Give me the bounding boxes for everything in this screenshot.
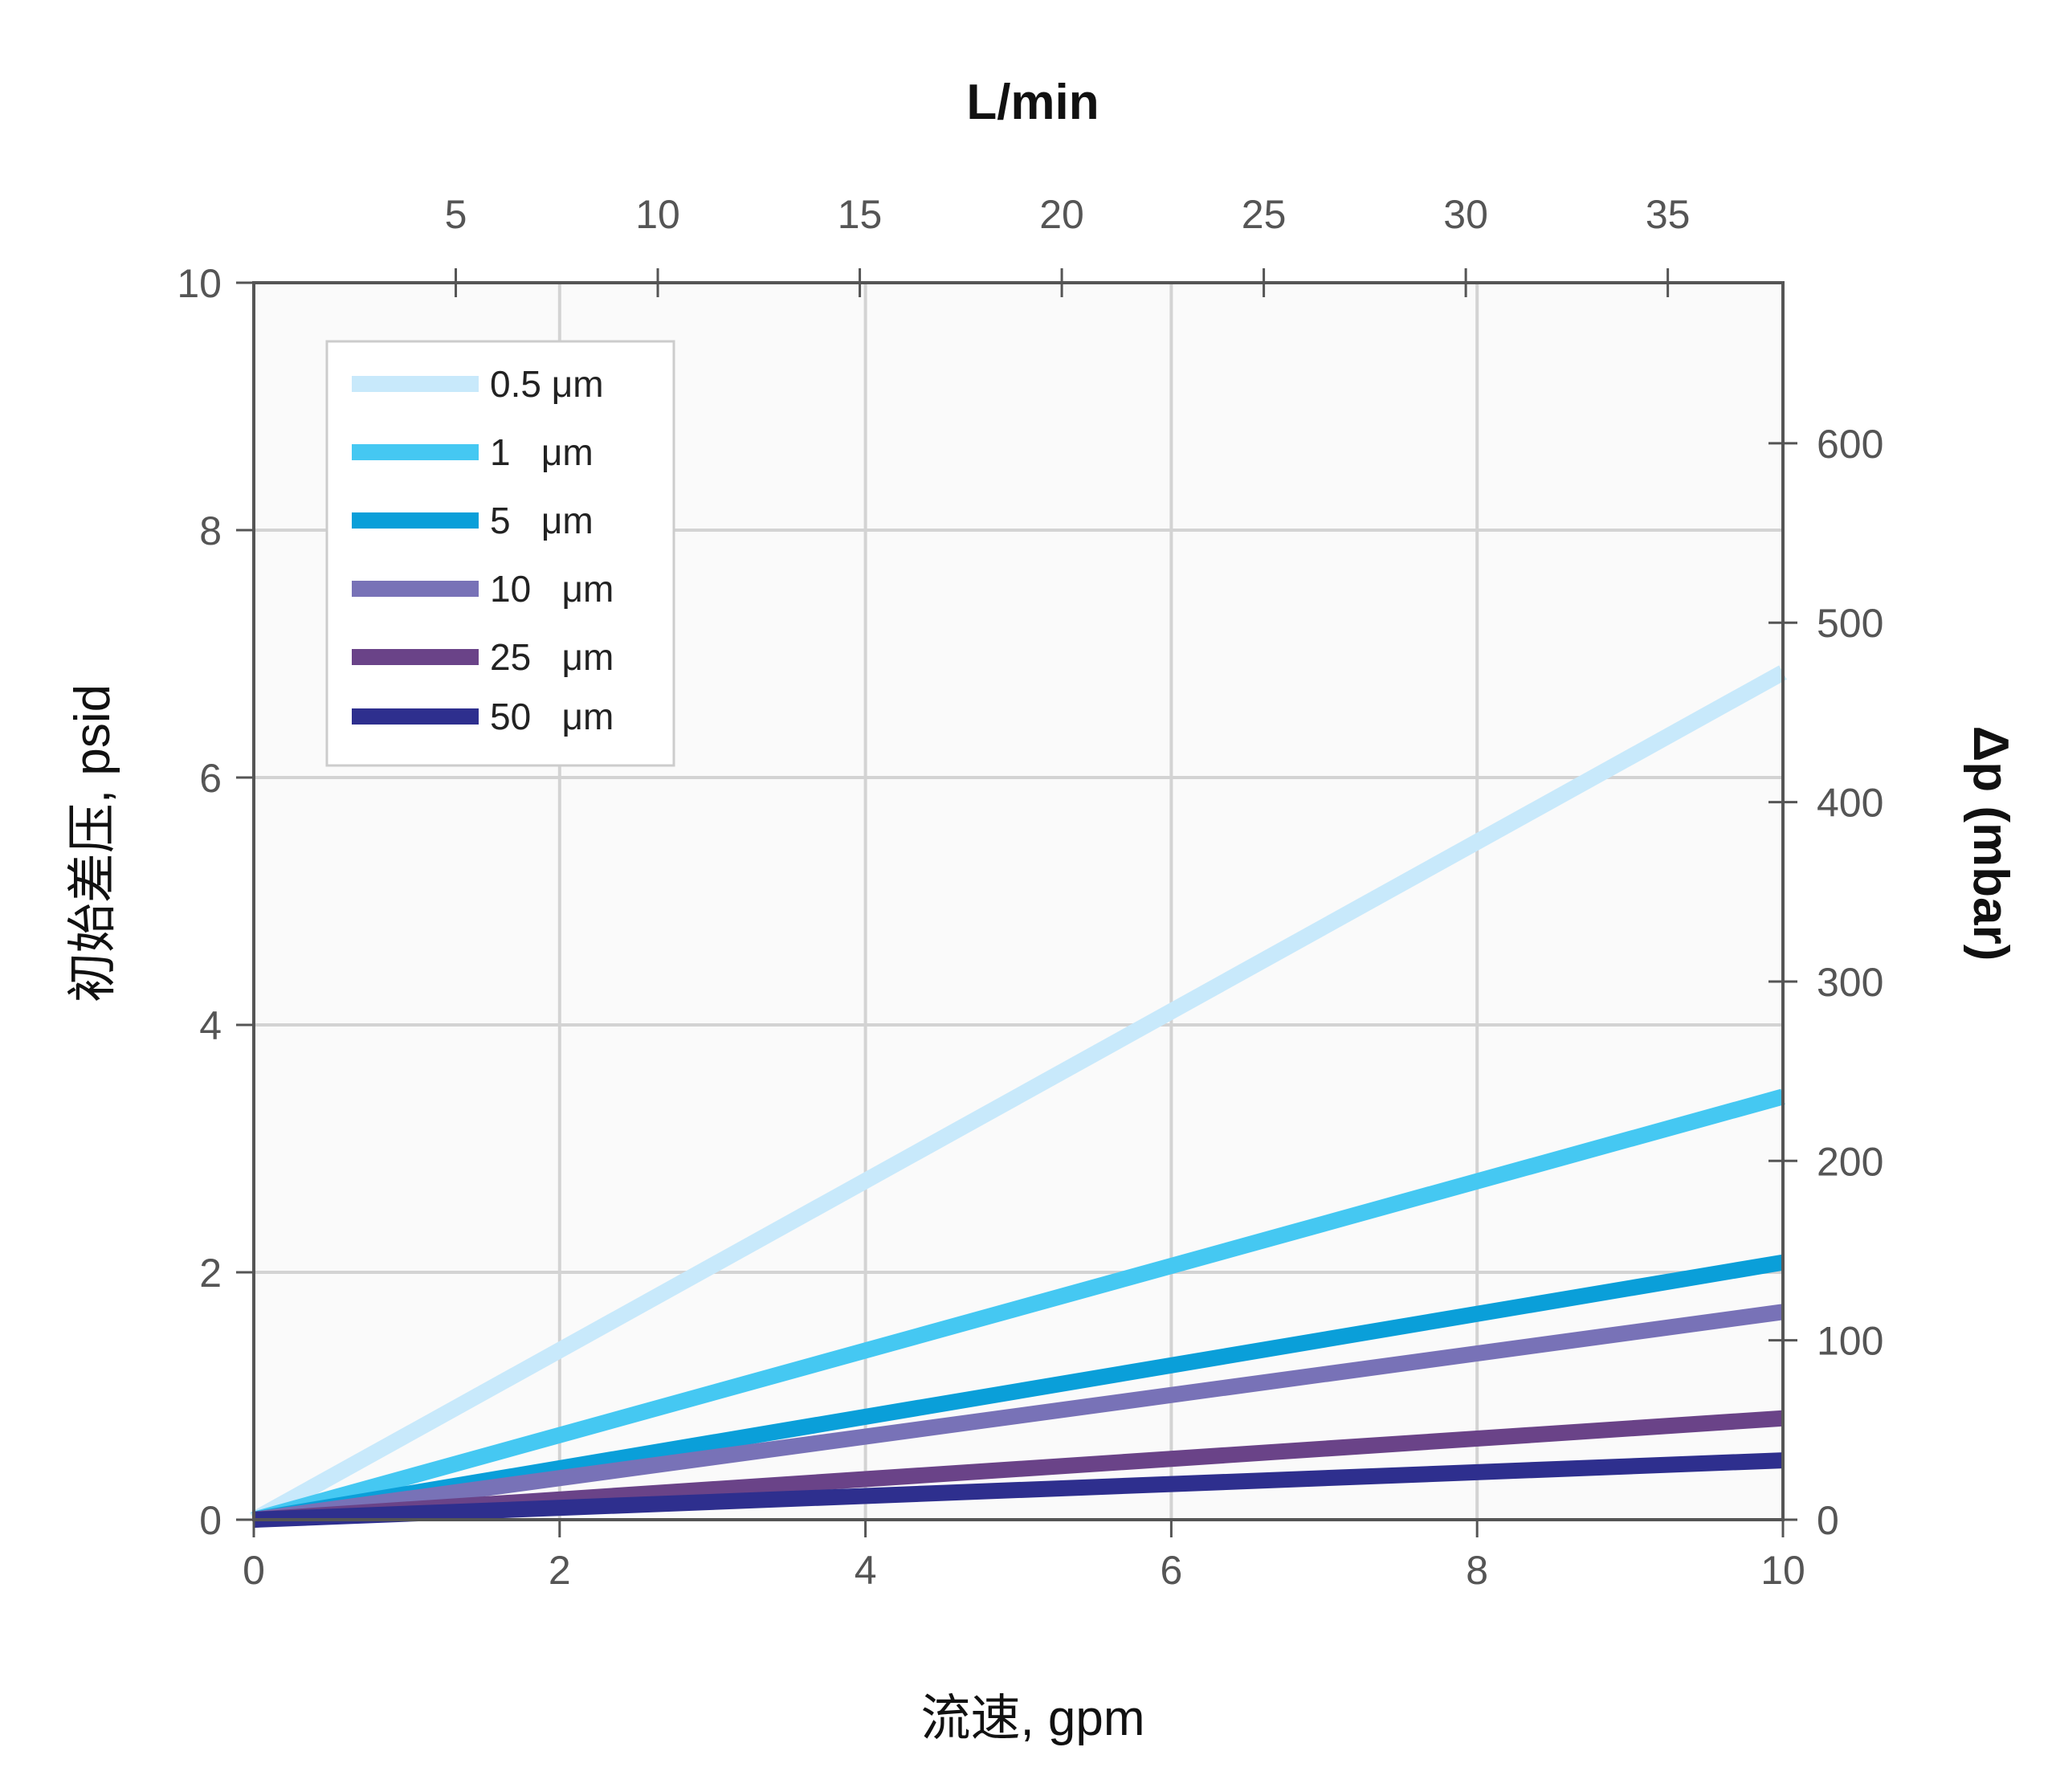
y-tick-label: 10 (177, 261, 222, 306)
legend: 0.5 μm 1 μm 5 μm 10 μm 25 μm 50 μm (325, 340, 675, 767)
right-tick-label: 500 (1817, 601, 1883, 646)
y-tick-label: 8 (199, 508, 222, 553)
top-tick-label: 25 (1242, 192, 1287, 237)
right-tick-label: 300 (1817, 960, 1883, 1005)
legend-label: 50 μm (490, 696, 614, 737)
series-line-3 (252, 1304, 1785, 1528)
top-tick-label: 5 (445, 192, 467, 237)
x-tick-label: 10 (1760, 1548, 1805, 1593)
right-tick-label: 400 (1817, 781, 1883, 826)
y-tick-label: 2 (199, 1251, 222, 1296)
y-tick-label: 0 (199, 1498, 222, 1543)
right-tick-label: 100 (1817, 1319, 1883, 1364)
x-tick-label: 0 (243, 1548, 265, 1593)
series-line-0 (250, 665, 1787, 1527)
series-line-2 (252, 1254, 1785, 1528)
x-tick-label: 6 (1160, 1548, 1182, 1593)
x-tick-label: 4 (855, 1548, 877, 1593)
series-line-1 (251, 1088, 1785, 1528)
legend-label: 25 μm (490, 636, 614, 678)
top-tick-label: 10 (635, 192, 680, 237)
legend-label: 5 μm (490, 500, 594, 541)
y-axis-title: 初始差压, psid (65, 684, 120, 1002)
x-axis-title: 流速, gpm (920, 1691, 1144, 1746)
right-axis-title: Δp (mbar) (1963, 726, 2018, 961)
plot-frame (252, 281, 1785, 1521)
right-tick-label: 0 (1817, 1498, 1839, 1543)
top-axis-title: L/min (966, 75, 1099, 130)
legend-label: 1 μm (490, 431, 594, 473)
right-tick-label: 600 (1817, 422, 1883, 467)
x-tick-label: 2 (549, 1548, 571, 1593)
top-tick-label: 20 (1039, 192, 1084, 237)
top-tick-label: 35 (1646, 192, 1691, 237)
y-tick-label: 4 (199, 1003, 222, 1048)
top-tick-label: 30 (1443, 192, 1488, 237)
x-tick-label: 8 (1466, 1548, 1488, 1593)
top-tick-label: 15 (838, 192, 883, 237)
legend-box (325, 340, 675, 767)
y-tick-label: 6 (199, 756, 222, 801)
legend-label: 0.5 μm (490, 363, 604, 405)
series-line-5 (253, 1452, 1784, 1528)
right-tick-label: 200 (1817, 1139, 1883, 1184)
legend-label: 10 μm (490, 568, 614, 610)
series-lines (250, 665, 1787, 1528)
